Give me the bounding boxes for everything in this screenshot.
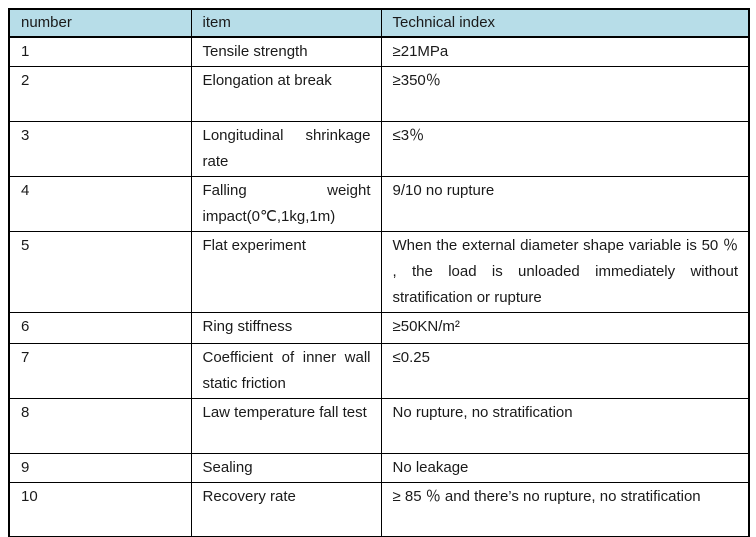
cell-technical-index: ≥350％ xyxy=(380,66,750,122)
cell-item: Ring stiffness xyxy=(190,312,382,344)
cell-number: 8 xyxy=(8,398,192,454)
cell-number: 6 xyxy=(8,312,192,344)
table-row: 6 Ring stiffness ≥50KN/m² xyxy=(8,312,750,344)
cell-technical-index: ≤0.25 xyxy=(380,343,750,399)
table-row: 3 Longitudinal shrinkage rate ≤3％ xyxy=(8,121,750,177)
cell-item: Law temperature fall test xyxy=(190,398,382,454)
cell-item: Elongation at break xyxy=(190,66,382,122)
table-row: 7 Coefficient of inner wall static frict… xyxy=(8,343,750,399)
cell-item: Coefficient of inner wall static frictio… xyxy=(190,343,382,399)
table-body: 1 Tensile strength ≥21MPa 2 Elongation a… xyxy=(8,36,750,537)
cell-technical-index: ≤3％ xyxy=(380,121,750,177)
cell-number: 9 xyxy=(8,453,192,483)
cell-technical-index: ≥21MPa xyxy=(380,36,750,67)
cell-item: Recovery rate xyxy=(190,482,382,537)
cell-technical-index: 9/10 no rupture xyxy=(380,176,750,232)
cell-item: Falling weight impact(0℃,1kg,1m) xyxy=(190,176,382,232)
cell-item: Tensile strength xyxy=(190,36,382,67)
cell-technical-index: No leakage xyxy=(380,453,750,483)
cell-item: Flat experiment xyxy=(190,231,382,313)
cell-number: 10 xyxy=(8,482,192,537)
table-row: 9 Sealing No leakage xyxy=(8,453,750,483)
table-row: 10 Recovery rate ≥ 85 ％ and there’s no r… xyxy=(8,482,750,537)
technical-index-table: number item Technical index 1 Tensile st… xyxy=(8,8,750,537)
cell-item: Sealing xyxy=(190,453,382,483)
table-row: 2 Elongation at break ≥350％ xyxy=(8,66,750,122)
column-header-item: item xyxy=(190,8,382,38)
table-row: 8 Law temperature fall test No rupture, … xyxy=(8,398,750,454)
cell-number: 5 xyxy=(8,231,192,313)
cell-number: 2 xyxy=(8,66,192,122)
cell-technical-index: No rupture, no stratification xyxy=(380,398,750,454)
cell-number: 1 xyxy=(8,36,192,67)
table-row: 5 Flat experiment When the external diam… xyxy=(8,231,750,313)
cell-number: 3 xyxy=(8,121,192,177)
cell-technical-index: ≥ 85 ％ and there’s no rupture, no strati… xyxy=(380,482,750,537)
column-header-technical-index: Technical index xyxy=(380,8,750,38)
cell-technical-index: When the external diameter shape variabl… xyxy=(380,231,750,313)
cell-technical-index: ≥50KN/m² xyxy=(380,312,750,344)
cell-item: Longitudinal shrinkage rate xyxy=(190,121,382,177)
table-row: 4 Falling weight impact(0℃,1kg,1m) 9/10 … xyxy=(8,176,750,232)
table-row: 1 Tensile strength ≥21MPa xyxy=(8,36,750,67)
header-row: number item Technical index xyxy=(8,8,750,38)
table-header: number item Technical index xyxy=(8,8,750,38)
cell-number: 4 xyxy=(8,176,192,232)
cell-number: 7 xyxy=(8,343,192,399)
column-header-number: number xyxy=(8,8,192,38)
